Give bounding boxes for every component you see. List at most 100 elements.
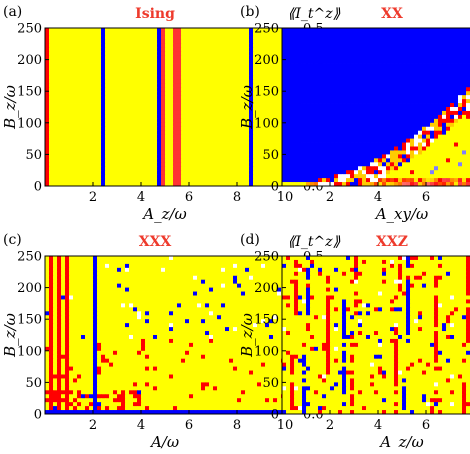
heatmap-cell bbox=[302, 111, 306, 115]
heatmap-cell bbox=[406, 64, 410, 68]
heatmap-cell bbox=[205, 87, 209, 91]
heatmap-cell bbox=[169, 111, 173, 115]
heatmap-cell bbox=[121, 154, 125, 158]
heatmap-cell bbox=[358, 52, 362, 56]
heatmap-cell bbox=[225, 56, 229, 60]
heatmap-cell bbox=[382, 36, 386, 40]
heatmap-cell bbox=[374, 52, 378, 56]
heatmap-cell bbox=[193, 44, 197, 48]
heatmap-cell bbox=[318, 83, 322, 87]
heatmap-cell bbox=[241, 71, 245, 75]
heatmap-cell bbox=[229, 115, 233, 119]
heatmap-cell bbox=[45, 75, 49, 79]
heatmap-cell bbox=[382, 91, 386, 95]
heatmap-cell bbox=[430, 150, 434, 154]
heatmap-cell bbox=[306, 119, 310, 123]
heatmap-cell bbox=[261, 71, 265, 75]
heatmap-cell bbox=[378, 91, 382, 95]
heatmap-cell bbox=[225, 103, 229, 107]
heatmap-cell bbox=[181, 83, 185, 87]
heatmap-cell bbox=[342, 174, 346, 178]
heatmap-cell bbox=[430, 107, 434, 111]
heatmap-cell bbox=[306, 71, 310, 75]
heatmap-cell bbox=[366, 32, 370, 36]
heatmap-cell bbox=[430, 103, 434, 107]
heatmap-cell bbox=[434, 44, 438, 48]
heatmap-cell bbox=[298, 91, 302, 95]
heatmap-cell bbox=[334, 103, 338, 107]
heatmap-cell bbox=[466, 170, 470, 174]
heatmap-cell bbox=[233, 36, 237, 40]
heatmap-cell bbox=[209, 56, 213, 60]
heatmap-cell bbox=[205, 56, 209, 60]
heatmap-cell bbox=[217, 174, 221, 178]
heatmap-cell bbox=[286, 150, 290, 154]
heatmap-cell bbox=[314, 60, 318, 64]
heatmap-cell bbox=[105, 32, 109, 36]
heatmap-cell bbox=[65, 131, 69, 135]
heatmap-cell bbox=[45, 71, 49, 75]
heatmap-cell bbox=[394, 87, 398, 91]
heatmap-cell bbox=[97, 143, 101, 147]
heatmap-cell bbox=[201, 158, 205, 162]
heatmap-cell bbox=[157, 95, 161, 99]
heatmap-cell bbox=[253, 75, 257, 79]
heatmap-cell bbox=[314, 103, 318, 107]
heatmap-cell bbox=[145, 32, 149, 36]
heatmap-cell bbox=[213, 123, 217, 127]
heatmap-cell bbox=[362, 162, 366, 166]
heatmap-cell bbox=[121, 103, 125, 107]
heatmap-cell bbox=[462, 166, 466, 170]
heatmap-cell bbox=[181, 71, 185, 75]
heatmap-cell bbox=[310, 162, 314, 166]
heatmap-cell bbox=[298, 87, 302, 91]
heatmap-cell bbox=[294, 123, 298, 127]
heatmap-cell bbox=[450, 158, 454, 162]
heatmap-cell bbox=[133, 71, 137, 75]
heatmap-cell bbox=[390, 79, 394, 83]
heatmap-cell bbox=[282, 154, 286, 158]
heatmap-cell bbox=[290, 75, 294, 79]
heatmap-cell bbox=[402, 79, 406, 83]
heatmap-cell bbox=[370, 79, 374, 83]
heatmap-cell bbox=[442, 170, 446, 174]
heatmap-cell bbox=[109, 150, 113, 154]
heatmap-cell bbox=[342, 83, 346, 87]
heatmap-cell bbox=[362, 131, 366, 135]
heatmap-cell bbox=[89, 68, 93, 72]
heatmap-cell bbox=[233, 260, 237, 264]
heatmap-cell bbox=[65, 107, 69, 111]
heatmap-cell bbox=[189, 107, 193, 111]
heatmap-cell bbox=[57, 158, 61, 162]
heatmap-cell bbox=[330, 79, 334, 83]
heatmap-cell bbox=[442, 44, 446, 48]
heatmap-cell bbox=[342, 119, 346, 123]
heatmap-cell bbox=[265, 178, 269, 182]
heatmap-cell bbox=[217, 71, 221, 75]
heatmap-cell bbox=[290, 154, 294, 158]
heatmap-cell bbox=[290, 178, 294, 182]
heatmap-cell bbox=[446, 131, 450, 135]
heatmap-cell bbox=[181, 36, 185, 40]
heatmap-cell bbox=[290, 83, 294, 87]
heatmap-cell bbox=[65, 162, 69, 166]
x-tick-label: 10 bbox=[277, 190, 294, 205]
heatmap-cell bbox=[137, 56, 141, 60]
heatmap-cell bbox=[402, 44, 406, 48]
heatmap-cell bbox=[290, 32, 294, 36]
y-tick-label: 50 bbox=[25, 148, 42, 163]
heatmap-cell bbox=[462, 147, 466, 151]
heatmap-cell bbox=[322, 68, 326, 72]
heatmap-cell bbox=[334, 158, 338, 162]
heatmap-cell bbox=[402, 83, 406, 87]
heatmap-cell bbox=[233, 68, 237, 72]
heatmap-cell bbox=[330, 64, 334, 68]
heatmap-cell bbox=[306, 56, 310, 60]
heatmap-cell bbox=[414, 99, 418, 103]
heatmap-cell bbox=[326, 68, 330, 72]
heatmap-cell bbox=[201, 107, 205, 111]
heatmap-cell bbox=[141, 87, 145, 91]
heatmap-cell bbox=[165, 87, 169, 91]
heatmap-cell bbox=[221, 119, 225, 123]
heatmap-cell bbox=[257, 147, 261, 151]
